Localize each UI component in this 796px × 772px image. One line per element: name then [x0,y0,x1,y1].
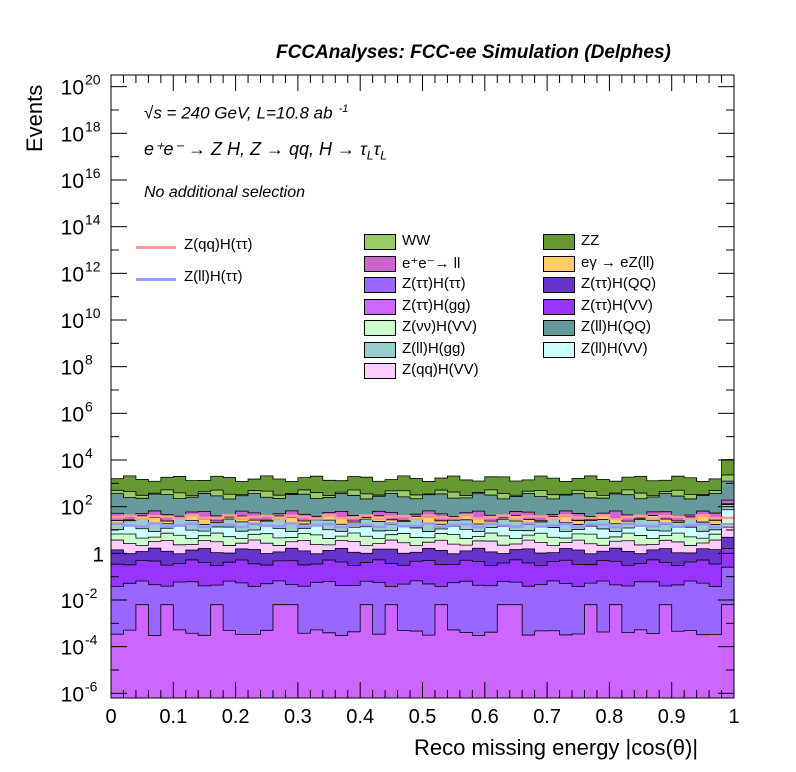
overlay-line-1 [111,522,734,529]
legend-label: Z(qq)H(VV) [402,361,479,378]
energy-exponent: -1 [338,103,349,115]
process-tau-2: τ [373,139,381,159]
selection-annotation: No additional selection [144,184,305,201]
legend-swatch [364,363,396,379]
process-annotation: e⁺e⁻ → Z H, Z → qq, H → τLτL [144,139,387,163]
y-axis-label: Events [22,84,47,152]
x-tick-label: 0.1 [159,706,187,728]
y-tick-label: 10 [61,403,84,426]
x-tick-label: 0.9 [658,706,686,728]
legend-swatch [364,320,396,336]
legend-label: Z(ll)H(QQ) [581,318,651,335]
legend-line-label: Z(ll)H(ττ) [184,268,243,285]
y-tick-exponent: 10 [85,305,101,321]
y-tick-label: 10 [61,683,84,706]
legend-label: e⁺e⁻→ ll [402,254,461,272]
legend-label: Z(ττ)H(VV) [581,296,653,314]
x-tick-label: 0 [105,706,116,728]
x-axis-label: Reco missing energy |cos(θ)| [414,735,699,760]
legend-label: Z(νν)H(VV) [402,318,477,335]
y-tick-label: 10 [61,357,84,380]
legend-swatch [364,298,396,315]
x-tick-label: 0.5 [409,706,437,728]
process-subscript-1: L [366,148,374,163]
y-tick-exponent: 6 [85,398,93,414]
legend-swatch [543,234,575,250]
legend-swatch [364,341,396,358]
y-tick-label: 10 [61,263,84,286]
legend-swatch [543,255,575,272]
legend-label: Z(ττ)H(gg) [402,296,471,314]
legend-label: ZZ [581,232,600,249]
y-tick-label: 10 [61,123,84,146]
y-tick-exponent: 4 [85,445,93,461]
x-tick-label: 0.6 [471,706,499,728]
y-tick-exponent: 2 [85,492,93,508]
process-subscript-2: L [380,148,387,163]
process-text: e⁺e⁻ → Z H, Z → qq, H → τ [144,139,367,159]
y-tick-exponent: 12 [85,258,101,274]
legend-swatch [364,277,396,293]
y-tick-label: 10 [61,590,84,613]
overlay-line-0 [111,514,734,521]
y-tick-exponent: 8 [85,352,93,368]
y-tick-label: 1 [92,543,104,566]
y-tick-label: 10 [61,170,84,193]
y-tick-label: 10 [61,497,84,520]
y-tick-label: 10 [61,450,84,473]
y-tick-exponent: -2 [85,585,98,601]
energy-text: √s = 240 GeV, L=10.8 ab [144,103,333,123]
y-tick-exponent: 14 [85,212,101,228]
y-tick-exponent: -6 [85,678,98,694]
legend-swatch [543,341,575,358]
x-tick-label: 1 [728,706,739,728]
x-tick-label: 0.8 [595,706,623,728]
legend-swatch [543,298,575,315]
y-tick-label: 10 [61,77,84,100]
y-tick-exponent: -4 [85,632,98,648]
stack-layer-12 [110,604,735,699]
legend-label: Z(ττ)H(ττ) [402,275,466,292]
y-tick-exponent: 16 [85,165,101,181]
legend-swatch [543,277,575,293]
legend-label: Z(ll)H(VV) [581,339,648,357]
y-tick-exponent: 20 [85,72,101,88]
x-tick-label: 0.3 [284,706,312,728]
x-tick-label: 0.7 [533,706,561,728]
x-tick-label: 0.4 [346,706,374,728]
legend-line-swatch [136,246,176,249]
legend-swatch [364,255,396,272]
x-tick-label: 0.2 [222,706,250,728]
y-tick-label: 10 [61,310,84,333]
legend-swatch [364,234,396,250]
legend-label: WW [402,232,431,249]
energy-annotation: √s = 240 GeV, L=10.8 ab -1 [144,103,348,124]
legend-label: eγ → eZ(ll) [581,253,655,271]
y-tick-label: 10 [61,217,84,240]
legend-line-swatch [136,278,176,281]
y-tick-exponent: 18 [85,118,101,134]
legend-swatch [543,320,575,336]
legend-label: Z(ττ)H(QQ) [581,275,657,292]
y-tick-label: 10 [61,637,84,660]
legend-label: Z(ll)H(gg) [402,339,466,357]
legend-line-label: Z(qq)H(ττ) [184,236,253,253]
chart-header-title: FCCAnalyses: FCC-ee Simulation (Delphes) [276,42,671,63]
